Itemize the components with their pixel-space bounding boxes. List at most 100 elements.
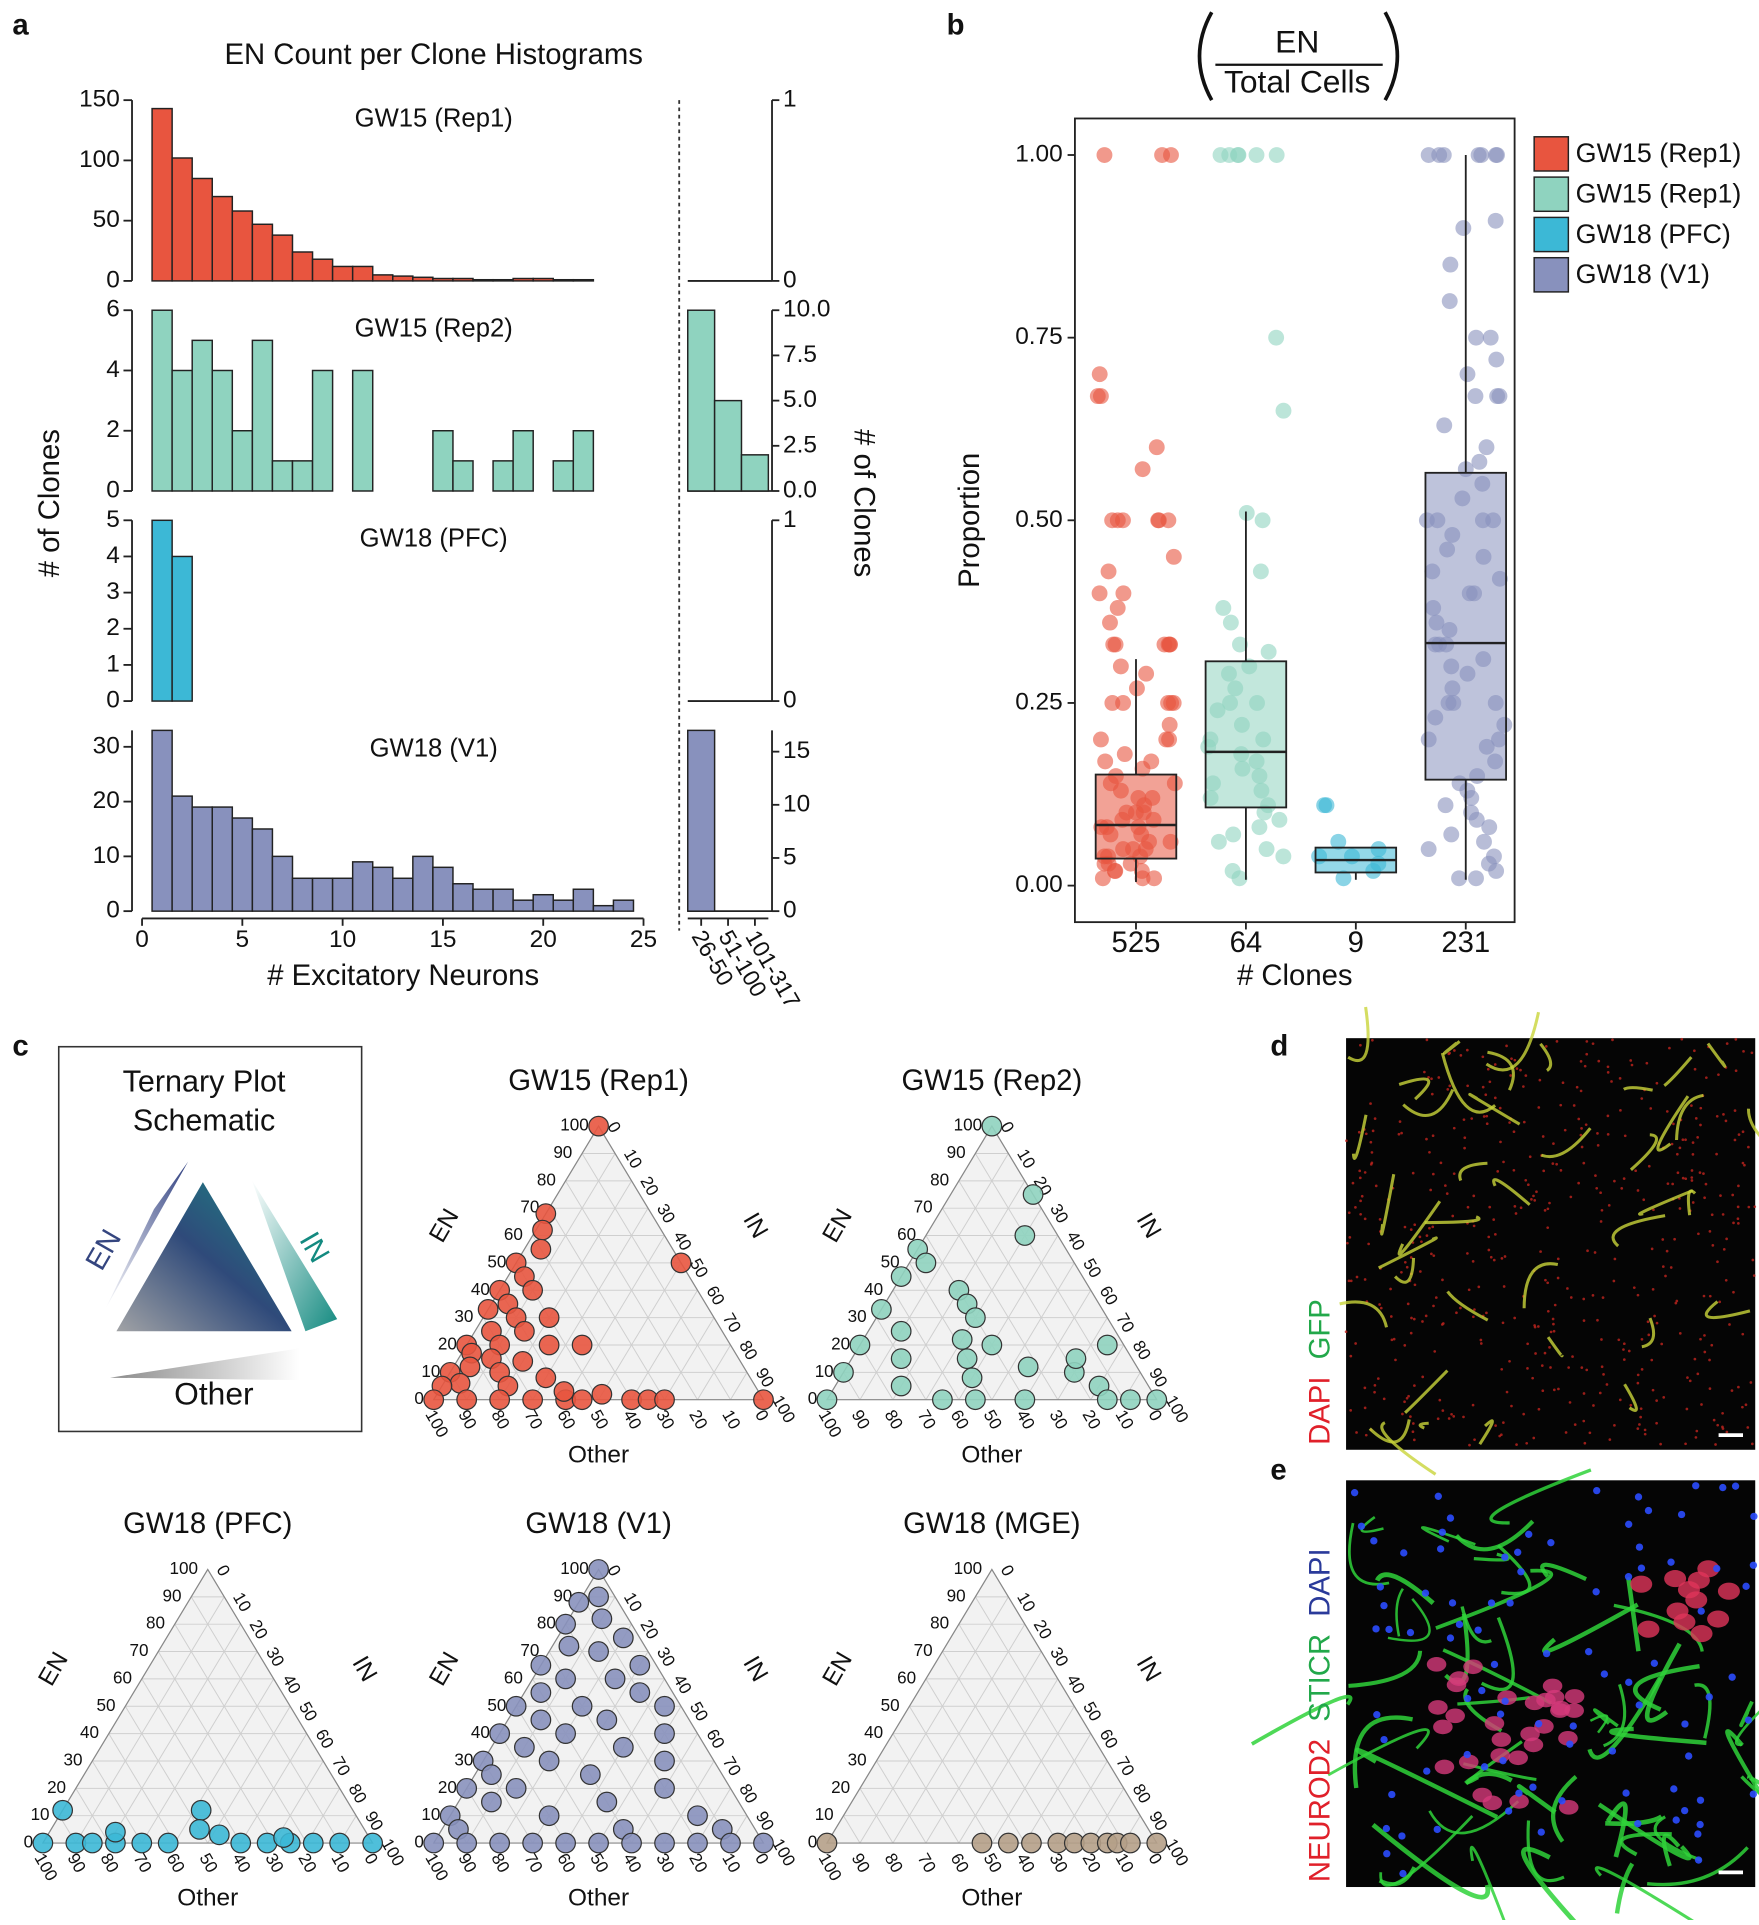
texture (1446, 1290, 1489, 1322)
texture (1653, 1314, 1656, 1318)
texture (1583, 1064, 1587, 1068)
texture (1479, 1338, 1483, 1342)
texture (1614, 1862, 1635, 1914)
y-tick-label: 3 (106, 578, 120, 605)
other-tick-label: 40 (1013, 1407, 1039, 1433)
texture (1413, 1283, 1417, 1287)
grid-line (532, 1207, 649, 1400)
en-tick-label: 50 (881, 1696, 900, 1715)
texture (1471, 1260, 1475, 1263)
other-tick-label: 40 (1013, 1850, 1039, 1876)
point (538, 1750, 560, 1772)
en-tick-label: 10 (815, 1805, 834, 1824)
texture (1716, 1260, 1719, 1264)
texture (1747, 1145, 1750, 1149)
point (890, 1320, 912, 1342)
texture (1721, 1425, 1724, 1429)
y2-tick-label: 1 (783, 506, 797, 533)
box (1424, 471, 1507, 781)
texture (1457, 1696, 1530, 1706)
grid-line (859, 1153, 1009, 1400)
texture (1481, 1055, 1485, 1059)
texture (1579, 1133, 1583, 1137)
texture (1352, 1715, 1414, 1789)
texture (1563, 1128, 1567, 1132)
jitter-point (1275, 848, 1292, 865)
point (32, 1832, 54, 1854)
bar (191, 339, 213, 492)
grid-line (1024, 1733, 1092, 1844)
other-tick-label: 90 (848, 1407, 874, 1433)
grid-line (697, 1344, 731, 1400)
texture (1534, 1352, 1537, 1355)
texture (1696, 1796, 1705, 1804)
texture (1623, 1134, 1627, 1138)
texture (1585, 1052, 1589, 1056)
texture (1632, 1286, 1636, 1290)
texture (1580, 1366, 1584, 1369)
texture (1423, 1767, 1431, 1775)
grid-line (859, 1344, 894, 1400)
texture (1544, 1045, 1548, 1048)
jitter-point (1215, 600, 1232, 616)
texture (1630, 1063, 1634, 1067)
texture (1487, 1248, 1491, 1252)
texture (1635, 1543, 1644, 1551)
bar (412, 276, 434, 282)
en-tick-label: 0 (414, 1389, 424, 1408)
texture (1459, 1054, 1463, 1057)
texture (1617, 1338, 1621, 1342)
texture (1400, 1549, 1408, 1557)
jitter-point (1094, 870, 1111, 887)
grid-line (108, 1733, 176, 1844)
bar (291, 460, 314, 492)
title-denominator: Total Cells (1224, 64, 1370, 100)
texture (1569, 1296, 1573, 1299)
texture (1371, 1038, 1374, 1042)
texture (1555, 1162, 1558, 1166)
texture (1411, 1430, 1415, 1434)
texture (1450, 1412, 1453, 1416)
other-tick-label: 100 (815, 1407, 846, 1441)
texture (1619, 1109, 1622, 1112)
texture (1363, 1171, 1367, 1174)
texture (1588, 1431, 1592, 1435)
texture (1489, 1255, 1493, 1259)
texture (1681, 1720, 1689, 1728)
en-tick-label: 70 (914, 1198, 933, 1217)
texture (1533, 1325, 1537, 1329)
other-tick-label: 30 (1046, 1407, 1072, 1433)
texture (1491, 1732, 1512, 1747)
texture (1506, 1599, 1514, 1607)
texture (1613, 1179, 1616, 1183)
texture (1485, 1311, 1488, 1315)
other-tick-label: 70 (130, 1850, 156, 1876)
texture (1513, 1316, 1517, 1320)
texture (1601, 1296, 1605, 1299)
texture (1465, 1048, 1469, 1052)
panel-name: GW18 (PFC) (360, 525, 508, 553)
texture (1583, 1441, 1587, 1445)
texture (1712, 1418, 1716, 1422)
point (555, 1613, 576, 1635)
point (588, 1115, 609, 1137)
y-tick-label: 30 (93, 732, 120, 759)
texture (1746, 1108, 1759, 1137)
texture (1652, 1208, 1655, 1212)
bar (452, 883, 474, 912)
texture (1741, 1161, 1745, 1165)
point (1021, 1832, 1042, 1854)
texture (1687, 1571, 1710, 1589)
texture (1462, 1415, 1465, 1419)
texture (1349, 1279, 1353, 1283)
in-tick-label: 0 (213, 1562, 234, 1580)
texture (1546, 1336, 1564, 1358)
en-tick-label: 90 (553, 1143, 572, 1162)
texture (1573, 1423, 1577, 1426)
texture (1548, 1346, 1551, 1349)
grid-line (941, 1207, 1059, 1400)
texture (1419, 1270, 1422, 1273)
texture (1380, 1421, 1437, 1476)
texture (1385, 1625, 1393, 1634)
point (423, 1832, 445, 1854)
